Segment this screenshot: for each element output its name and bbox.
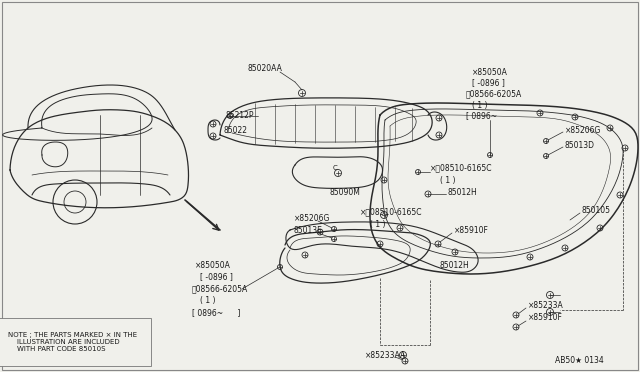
Text: 85022: 85022 bbox=[224, 125, 248, 135]
Text: ×Ⓝ08510-6165C: ×Ⓝ08510-6165C bbox=[430, 164, 493, 173]
Text: C: C bbox=[333, 165, 337, 171]
Text: ×85206G: ×85206G bbox=[565, 125, 602, 135]
Text: ( 1 ): ( 1 ) bbox=[472, 100, 488, 109]
Text: 85013D: 85013D bbox=[565, 141, 595, 150]
Text: 85012H: 85012H bbox=[448, 187, 477, 196]
Text: NOTE ; THE PARTS MARKED × IN THE
    ILLUSTRATION ARE INCLUDED
    WITH PART COD: NOTE ; THE PARTS MARKED × IN THE ILLUSTR… bbox=[8, 332, 137, 352]
Text: 850105: 850105 bbox=[582, 205, 611, 215]
Text: [ -0896 ]: [ -0896 ] bbox=[472, 78, 505, 87]
Text: 85020AA: 85020AA bbox=[248, 64, 283, 73]
Text: ×Ⓝ08510-6165C: ×Ⓝ08510-6165C bbox=[360, 208, 422, 217]
Text: 85090M: 85090M bbox=[330, 187, 361, 196]
Text: ×85233AA: ×85233AA bbox=[365, 350, 406, 359]
Text: ×85910F: ×85910F bbox=[454, 225, 489, 234]
Text: ×85206G: ×85206G bbox=[294, 214, 330, 222]
Text: 85012H: 85012H bbox=[440, 260, 470, 269]
Text: ⒲08566-6205A: ⒲08566-6205A bbox=[192, 285, 248, 294]
Text: AB50★ 0134: AB50★ 0134 bbox=[555, 356, 604, 365]
Text: [ 0896~      ]: [ 0896~ ] bbox=[192, 308, 241, 317]
Text: ×85233A: ×85233A bbox=[528, 301, 564, 310]
Text: ( 1 ): ( 1 ) bbox=[370, 219, 385, 228]
Text: 85013E: 85013E bbox=[294, 225, 323, 234]
Text: ×85050A: ×85050A bbox=[472, 67, 508, 77]
Text: ⒲08566-6205A: ⒲08566-6205A bbox=[466, 90, 522, 99]
Text: [ -0896 ]: [ -0896 ] bbox=[200, 273, 233, 282]
Text: ×85910F: ×85910F bbox=[528, 314, 563, 323]
Text: ×85050A: ×85050A bbox=[195, 260, 231, 269]
Text: [ 0896~: [ 0896~ bbox=[466, 112, 497, 121]
Text: 85212P: 85212P bbox=[226, 110, 255, 119]
Text: ( 1 ): ( 1 ) bbox=[440, 176, 456, 185]
Text: ( 1 ): ( 1 ) bbox=[200, 296, 216, 305]
